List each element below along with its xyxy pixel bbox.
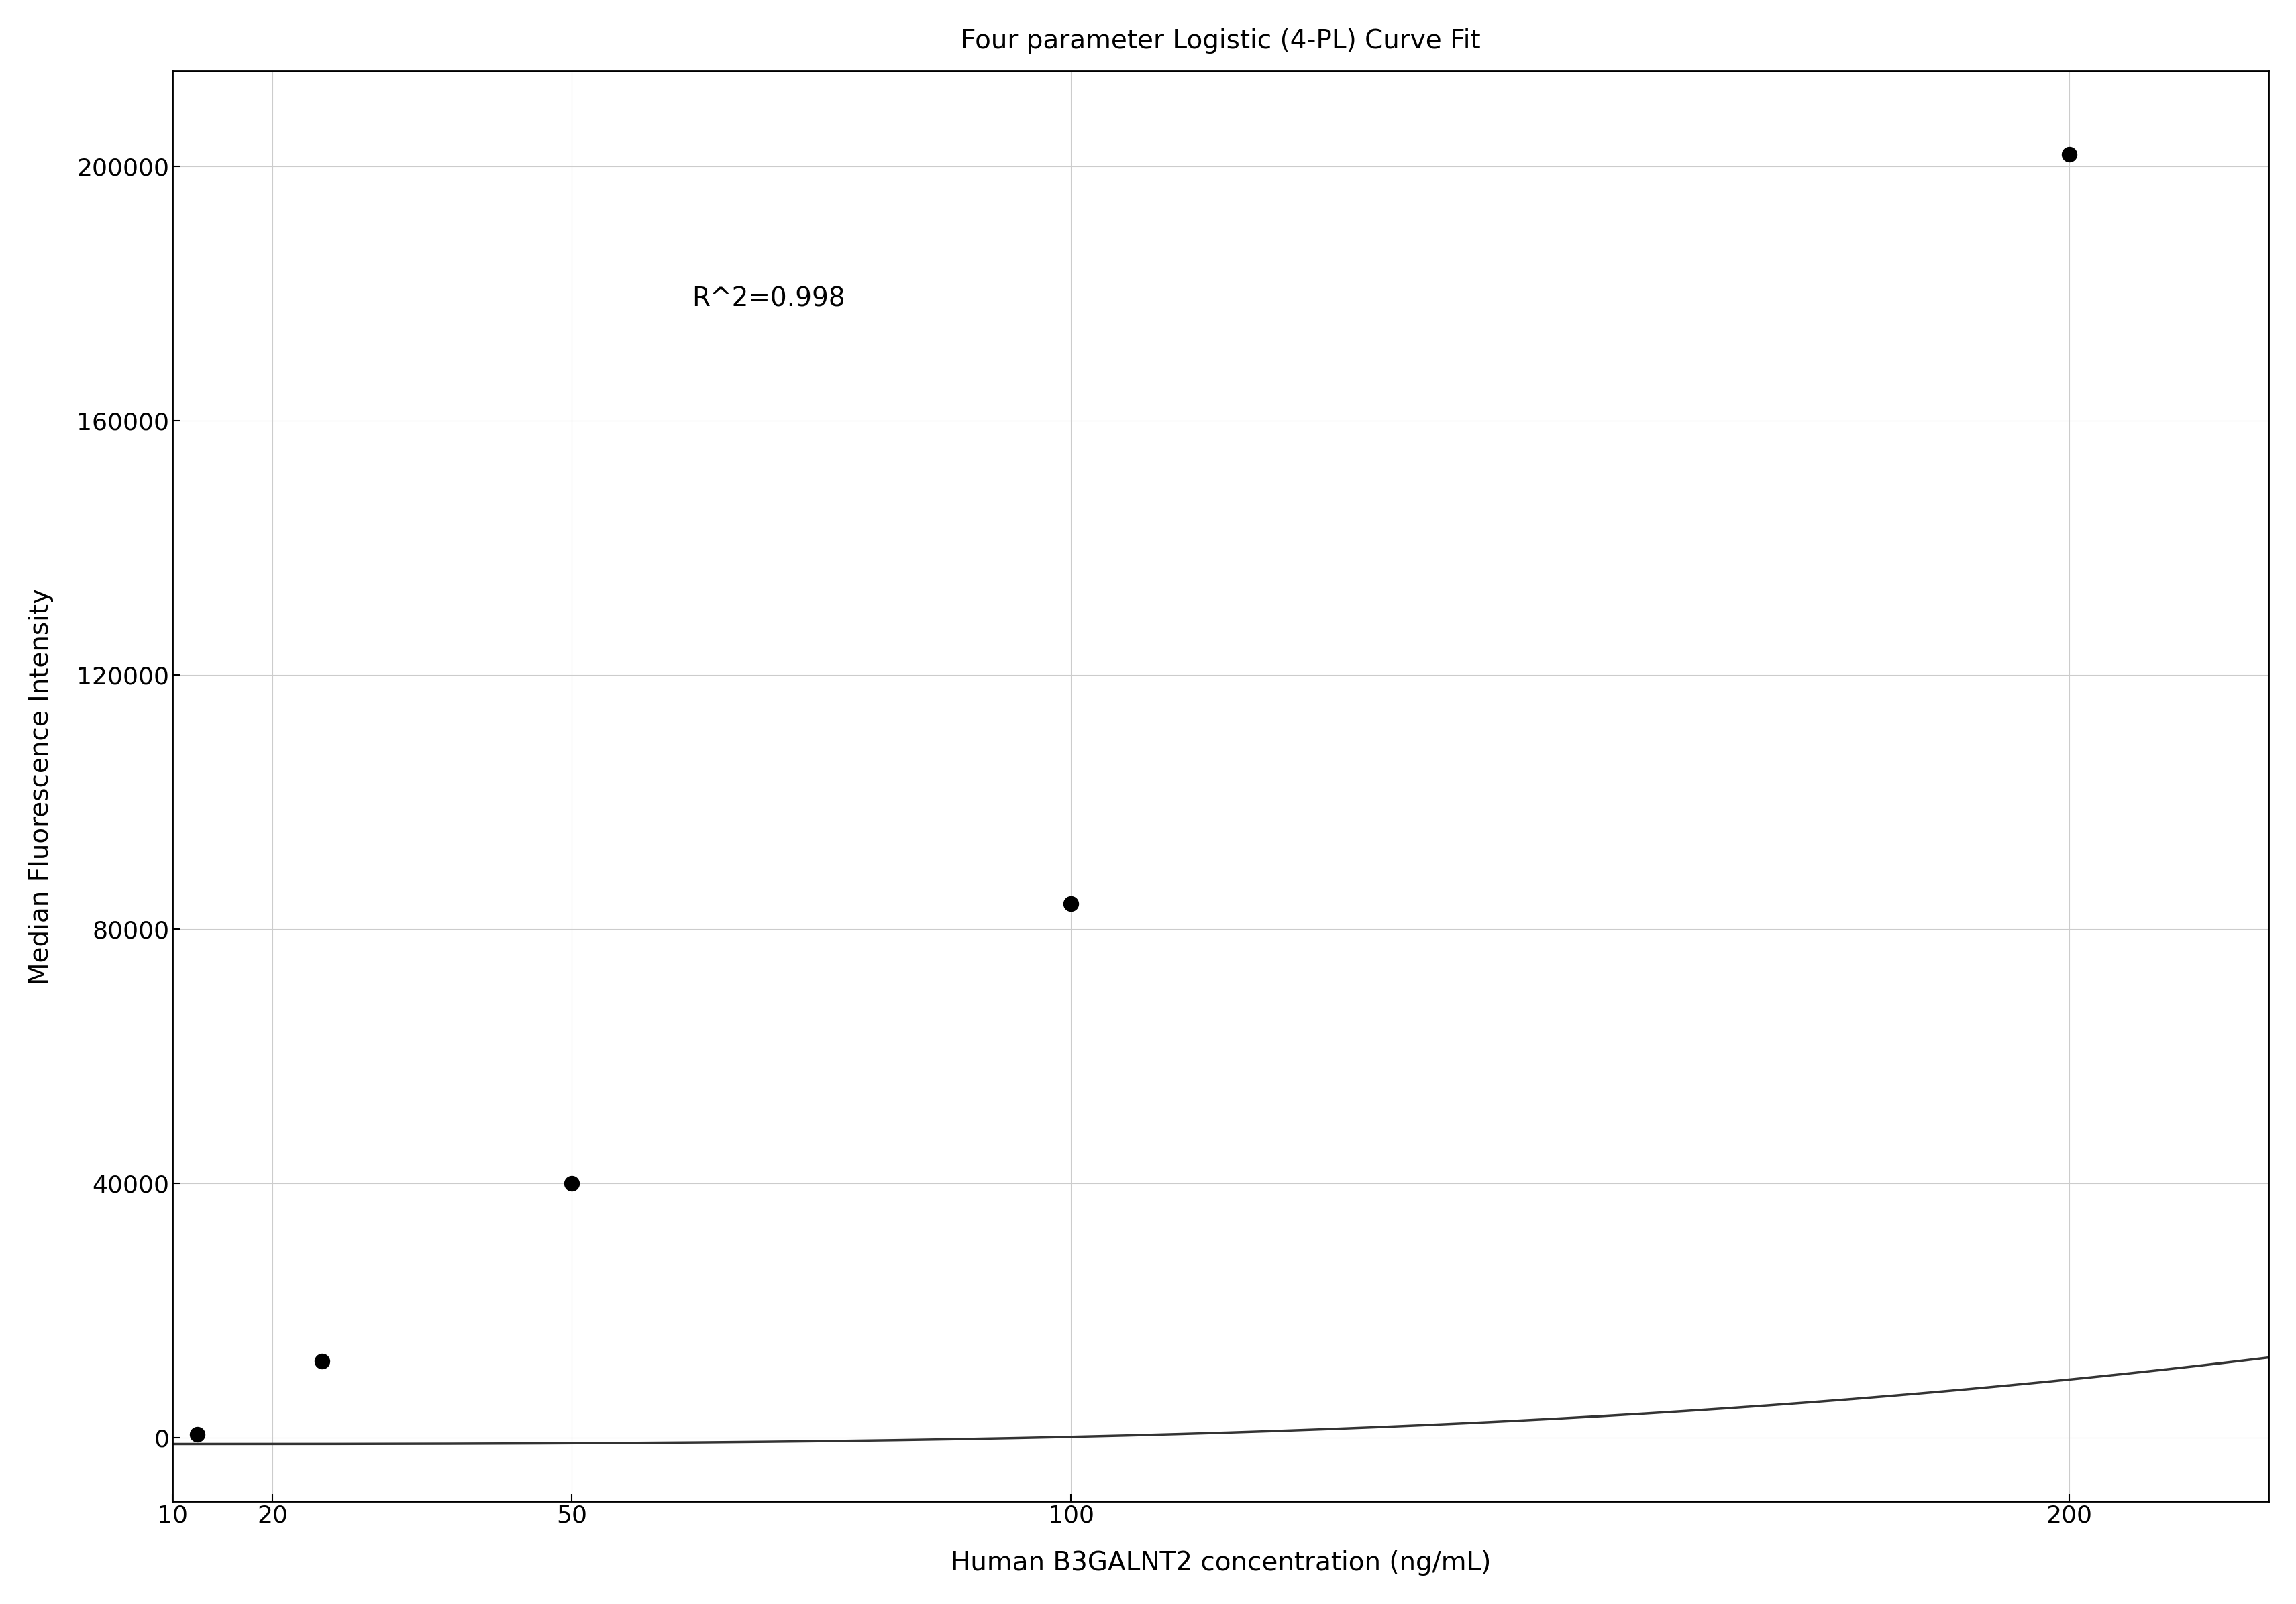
Point (303, 1349, 340, 1375)
Point (1052, 890, 1088, 916)
Text: R^2=0.998: R^2=0.998 (691, 287, 845, 311)
Point (2050, 141, 2087, 167)
Title: Four parameter Logistic (4-PL) Curve Fit: Four parameter Logistic (4-PL) Curve Fit (960, 27, 1481, 53)
Y-axis label: Median Fluorescence Intensity: Median Fluorescence Intensity (28, 589, 53, 985)
X-axis label: Human B3GALNT2 concentration (ng/mL): Human B3GALNT2 concentration (ng/mL) (951, 1551, 1490, 1577)
Point (553, 1171, 590, 1197)
Point (179, 1421, 216, 1447)
